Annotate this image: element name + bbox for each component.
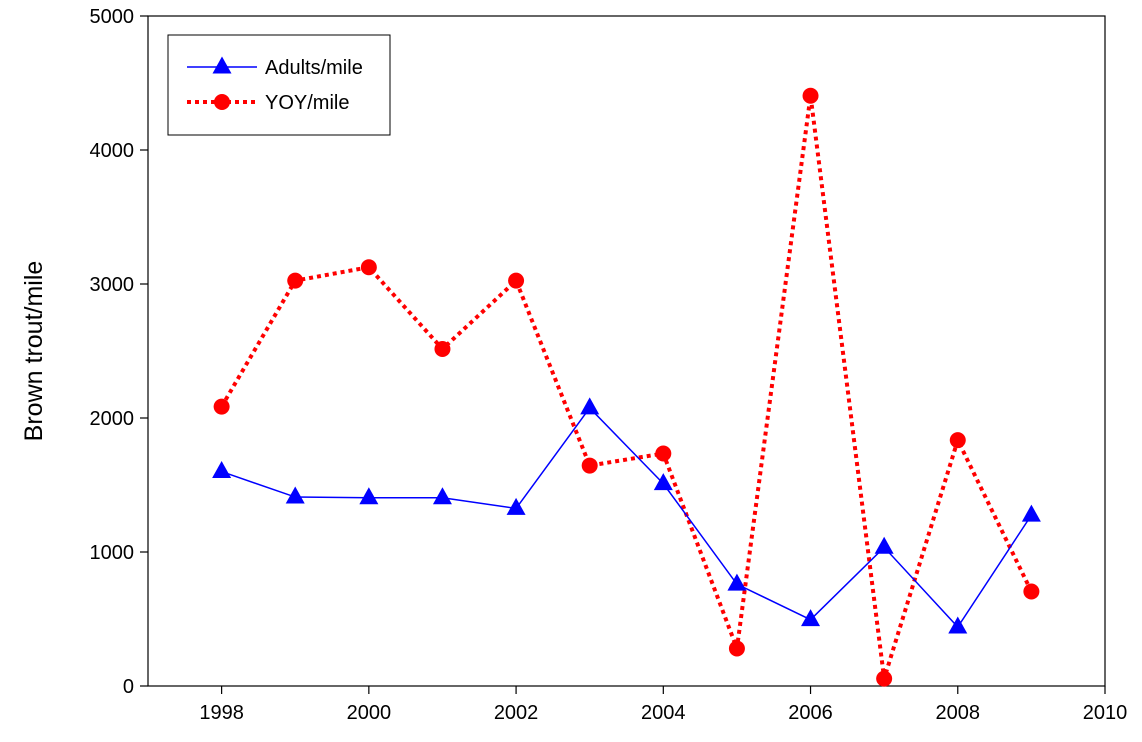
series-yoy-mile <box>213 87 1040 687</box>
data-point-yoy-mile <box>802 87 819 104</box>
data-point-adults-mile <box>285 486 305 504</box>
y-axis-title: Brown trout/mile <box>20 261 48 442</box>
data-point-adults-mile <box>432 487 452 505</box>
y-tick-label: 2000 <box>90 408 135 430</box>
x-tick-label: 2006 <box>788 702 833 724</box>
data-point-adults-mile <box>801 609 821 627</box>
y-tick-label: 5000 <box>90 6 135 28</box>
data-point-adults-mile <box>1021 504 1041 522</box>
data-point-yoy-mile <box>213 398 230 415</box>
data-point-adults-mile <box>653 473 673 491</box>
series-line-adults-mile <box>221 406 1033 629</box>
data-point-adults-mile <box>874 536 894 554</box>
series-line-yoy-mile <box>219 95 1034 680</box>
data-point-adults-mile <box>359 487 379 505</box>
legend-label-adults-mile: Adults/mile <box>265 57 363 79</box>
data-point-adults-mile <box>948 616 968 634</box>
data-point-adults-mile <box>580 397 600 415</box>
data-point-adults-mile <box>212 461 232 479</box>
x-tick-label: 2002 <box>494 702 539 724</box>
data-point-adults-mile <box>727 573 747 591</box>
x-tick-label: 2010 <box>1083 702 1128 724</box>
data-point-yoy-mile <box>876 670 893 687</box>
y-tick-label: 3000 <box>90 274 135 296</box>
x-axis: 1998 2000 2002 2004 2006 2008 2010 <box>199 686 1127 724</box>
series-layer <box>212 87 1041 687</box>
x-tick-label: 2008 <box>936 702 981 724</box>
y-tick-label: 4000 <box>90 140 135 162</box>
legend-marker-adults-mile <box>212 56 232 74</box>
data-point-yoy-mile <box>728 640 745 657</box>
x-tick-label: 2000 <box>347 702 392 724</box>
series-adults-mile <box>212 397 1041 634</box>
y-axis: 0 1000 2000 3000 4000 5000 <box>90 6 148 698</box>
legend-label-yoy-mile: YOY/mile <box>265 92 349 114</box>
data-point-yoy-mile <box>655 445 672 462</box>
y-tick-label: 0 <box>123 676 134 698</box>
legend: Adults/mile YOY/mile <box>167 34 391 136</box>
data-point-yoy-mile <box>360 259 377 276</box>
x-tick-label: 2004 <box>641 702 686 724</box>
x-tick-label: 1998 <box>199 702 244 724</box>
legend-marker-yoy-mile <box>214 94 230 110</box>
data-point-yoy-mile <box>581 457 598 474</box>
data-point-yoy-mile <box>434 340 451 357</box>
data-point-yoy-mile <box>1023 583 1040 600</box>
data-point-yoy-mile <box>508 272 525 289</box>
legend-item-adults-mile: Adults/mile <box>187 56 363 79</box>
data-point-yoy-mile <box>287 272 304 289</box>
legend-item-yoy-mile: YOY/mile <box>187 92 349 114</box>
y-tick-label: 1000 <box>90 542 135 564</box>
legend-box <box>167 34 391 136</box>
plot-frame <box>147 15 1106 687</box>
data-point-adults-mile <box>506 497 526 515</box>
data-point-yoy-mile <box>949 432 966 449</box>
plot-area <box>147 15 1106 687</box>
